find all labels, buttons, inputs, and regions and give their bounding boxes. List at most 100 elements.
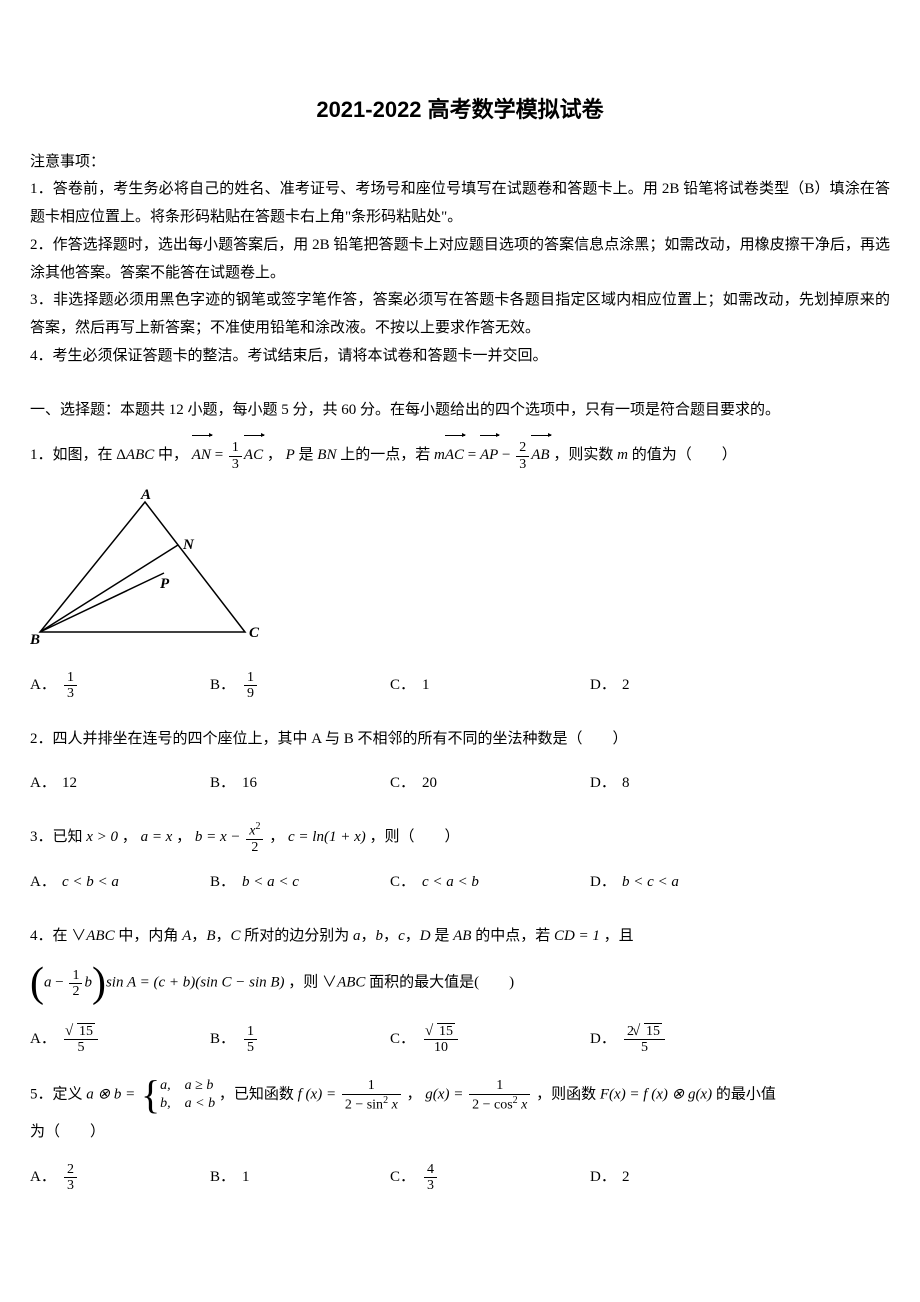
opt-value: 8 bbox=[622, 770, 630, 798]
frac-den: 3 bbox=[64, 686, 77, 701]
q1-m: m bbox=[434, 447, 445, 463]
section-1-header: 一、选择题：本题共 12 小题，每小题 5 分，共 60 分。在每小题给出的四个… bbox=[30, 397, 890, 425]
opt-value: b < c < a bbox=[622, 869, 679, 897]
q1-option-c: C．1 bbox=[390, 664, 590, 708]
q2-stem: 2．四人并排坐在连号的四个座位上，其中 A 与 B 不相邻的所有不同的坐法种数是… bbox=[30, 722, 890, 757]
q3-options: A．c < b < a B．b < a < c C．c < a < b D．b … bbox=[30, 861, 890, 905]
q2-option-c: C．20 bbox=[390, 762, 590, 806]
opt-label: C． bbox=[390, 1026, 416, 1054]
q2-option-b: B．16 bbox=[210, 762, 390, 806]
opt-label: C． bbox=[390, 869, 416, 897]
q4-text: ， bbox=[361, 928, 376, 944]
frac-num: 2 bbox=[64, 1162, 77, 1178]
opt-label: B． bbox=[210, 672, 236, 700]
pw-row: a, a ≥ b bbox=[160, 1077, 215, 1095]
q3-option-b: B．b < a < c bbox=[210, 861, 390, 905]
opt-value: c < b < a bbox=[62, 869, 119, 897]
opt-label: B． bbox=[210, 1026, 236, 1054]
frac-den: 3 bbox=[424, 1178, 437, 1193]
q1-text: 中， bbox=[154, 447, 188, 463]
instruction-item: 2．作答选择题时，选出每小题答案后，用 2B 铅笔把答题卡上对应题目选项的答案信… bbox=[30, 232, 890, 288]
q3-text: ，则（ ） bbox=[366, 829, 460, 845]
page-title: 2021-2022 高考数学模拟试卷 bbox=[30, 90, 890, 131]
q4-c: c bbox=[398, 928, 405, 944]
opt-value: 20 bbox=[422, 770, 437, 798]
opt-value: 2 bbox=[622, 1164, 630, 1192]
opt-value: 2 bbox=[622, 672, 630, 700]
sqrt-rad: 15 bbox=[644, 1023, 662, 1039]
frac-den: 2 bbox=[69, 984, 82, 999]
q1-eq: = bbox=[211, 447, 227, 463]
q5-Fx: F(x) = f (x) ⊗ g(x) bbox=[600, 1087, 712, 1103]
opt-label: B． bbox=[210, 869, 236, 897]
opt-value: 16 bbox=[242, 770, 257, 798]
opt-label: D． bbox=[590, 770, 616, 798]
opt-label: B． bbox=[210, 1164, 236, 1192]
q3-cond: x > 0 bbox=[86, 829, 118, 845]
q1-bn: BN bbox=[317, 447, 336, 463]
fig-label-p: P bbox=[160, 576, 170, 592]
q3-frac: x22 bbox=[246, 821, 263, 855]
q5-aob: a ⊗ b = bbox=[86, 1087, 139, 1103]
q1-text: 的值为（ ） bbox=[628, 447, 737, 463]
q4-scb: (sin C − sin B) bbox=[195, 975, 284, 991]
opt-label: C． bbox=[390, 672, 416, 700]
q4-option-d: D．2155 bbox=[590, 1017, 890, 1061]
q1-figure: A B C N P bbox=[30, 487, 890, 658]
q4-text: 中，内角 bbox=[115, 928, 183, 944]
q4-text: ， bbox=[405, 928, 420, 944]
q4-b2: b bbox=[84, 975, 92, 991]
q1-text: 上的一点，若 bbox=[336, 447, 434, 463]
q4-a: a bbox=[353, 928, 361, 944]
q4-stem-line1: 4．在 ∨ABC 中，内角 A，B，C 所对的边分别为 a，b，c，D 是 AB… bbox=[30, 919, 890, 954]
q1-text: 1．如图，在 Δ bbox=[30, 447, 126, 463]
question-2: 2．四人并排坐在连号的四个座位上，其中 A 与 B 不相邻的所有不同的坐法种数是… bbox=[30, 722, 890, 807]
q1-options: A．13 B．19 C．1 D．2 bbox=[30, 664, 890, 708]
frac-num: 1 bbox=[69, 968, 82, 984]
q3-text: ， bbox=[118, 829, 141, 845]
q4-option-b: B．15 bbox=[210, 1017, 390, 1061]
q4-option-a: A．155 bbox=[30, 1017, 210, 1061]
instructions-header: 注意事项： bbox=[30, 149, 890, 177]
den-x: x bbox=[388, 1097, 398, 1112]
opt-label: D． bbox=[590, 672, 616, 700]
q1-option-a: A．13 bbox=[30, 664, 210, 708]
opt-value: 1 bbox=[242, 1164, 250, 1192]
q1-frac-2-3: 23 bbox=[516, 440, 529, 472]
q1-option-b: B．19 bbox=[210, 664, 390, 708]
sqrt-rad: 15 bbox=[77, 1023, 95, 1039]
opt-label: B． bbox=[210, 770, 236, 798]
opt-label: A． bbox=[30, 770, 56, 798]
fig-label-a: A bbox=[140, 487, 151, 503]
q4-b: b bbox=[376, 928, 384, 944]
question-4: 4．在 ∨ABC 中，内角 A，B，C 所对的边分别为 a，b，c，D 是 AB… bbox=[30, 919, 890, 1062]
q5-stem-line1: 5．定义 a ⊗ b = {a, a ≥ bb, a < b ，已知函数 f (… bbox=[30, 1075, 890, 1115]
q5-option-d: D．2 bbox=[590, 1156, 890, 1200]
q2-options: A．12 B．16 C．20 D．8 bbox=[30, 762, 890, 806]
frac-num: 1 bbox=[342, 1078, 401, 1094]
q5-text: 的最小值 bbox=[712, 1087, 776, 1103]
q4-C: C bbox=[231, 928, 241, 944]
q2-option-a: A．12 bbox=[30, 762, 210, 806]
frac-exp: 2 bbox=[255, 821, 260, 832]
instructions-block: 注意事项： 1．答卷前，考生务必将自己的姓名、准考证号、考场号和座位号填写在试题… bbox=[30, 149, 890, 371]
q4-abc2: ABC bbox=[337, 975, 365, 991]
triangle-svg: A B C N P bbox=[30, 487, 260, 647]
q2-option-d: D．8 bbox=[590, 762, 890, 806]
q3-a: a = x bbox=[141, 829, 173, 845]
q4-stem-line2: (a − 12b)sin A = (c + b)(sin C − sin B) … bbox=[30, 963, 890, 1003]
opt-value: 1 bbox=[422, 672, 430, 700]
q3-option-c: C．c < a < b bbox=[390, 861, 590, 905]
opt-label: A． bbox=[30, 869, 56, 897]
frac-num: 1 bbox=[244, 670, 257, 686]
q4-text: 的中点，若 bbox=[471, 928, 554, 944]
opt-label: A． bbox=[30, 1164, 56, 1192]
q5-text: ，则函数 bbox=[532, 1087, 600, 1103]
q5-option-c: C．43 bbox=[390, 1156, 590, 1200]
frac-num: 2 bbox=[516, 440, 529, 456]
sqrt-rad: 15 bbox=[437, 1023, 455, 1039]
den-x: x bbox=[518, 1097, 528, 1112]
q5-options: A． 2 3 B．1 C．43 D．2 bbox=[30, 1156, 890, 1200]
opt-label: D． bbox=[590, 869, 616, 897]
q3-b: b = x − bbox=[195, 829, 244, 845]
